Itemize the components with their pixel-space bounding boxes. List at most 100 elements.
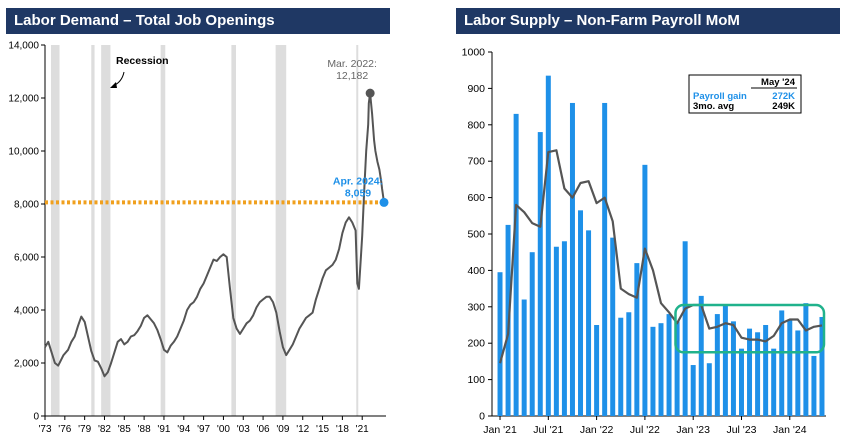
latest-value: 8,059 [345, 187, 371, 199]
x-tick-label: '82 [98, 424, 111, 435]
payroll-bar [755, 332, 761, 416]
payroll-bar [779, 310, 785, 416]
payroll-bar [594, 325, 600, 416]
recession-band [356, 45, 359, 416]
payroll-bar [819, 316, 825, 416]
payroll-bar [747, 328, 753, 416]
legend-row-label: 3mo. avg [693, 101, 734, 112]
recession-band [231, 45, 236, 416]
payroll-bar [513, 113, 519, 416]
y-tick-label: 0 [33, 412, 39, 423]
payroll-bar [795, 330, 801, 416]
payroll-bar [738, 348, 744, 416]
y-tick-label: 12,000 [8, 94, 39, 105]
x-tick-label: '12 [296, 424, 309, 435]
x-tick-label: '97 [197, 424, 210, 435]
x-tick-label: '03 [237, 424, 250, 435]
payroll-bar [553, 246, 559, 416]
payroll-bar [545, 75, 551, 416]
legend-row-value: 249K [772, 101, 795, 112]
y-tick-label: 400 [467, 265, 485, 277]
x-tick-label: Jul '23 [726, 424, 756, 436]
x-tick-label: '09 [276, 424, 289, 435]
recession-band [101, 45, 111, 416]
y-tick-label: 300 [467, 301, 485, 313]
x-tick-label: '88 [138, 424, 151, 435]
peak-value: 12,182 [336, 70, 368, 82]
payroll-bar [730, 321, 736, 416]
job-openings-panel: Labor Demand – Total Job Openings 0 2,000… [0, 0, 394, 442]
y-tick-label: 900 [467, 83, 485, 95]
y-tick-label: 10,000 [8, 147, 39, 158]
payroll-bar [650, 326, 656, 416]
payroll-bar [666, 314, 672, 416]
peak-marker [365, 88, 375, 98]
payroll-bar [586, 230, 592, 416]
payroll-bar [787, 319, 793, 416]
y-tick-label: 8,000 [14, 200, 39, 211]
payroll-bar [602, 102, 608, 417]
payroll-bar [537, 132, 543, 416]
payroll-bar [698, 295, 704, 416]
x-tick-label: Jul '22 [630, 424, 660, 436]
payroll-bar [674, 321, 680, 416]
peak-label: Mar. 2022: [327, 58, 377, 70]
x-tick-label: '18 [336, 424, 349, 435]
payroll-bar [714, 314, 720, 416]
job-openings-title: Labor Demand – Total Job Openings [6, 8, 390, 34]
y-tick-label: 500 [467, 229, 485, 241]
payroll-bar [626, 312, 632, 416]
y-tick-label: 0 [479, 411, 485, 423]
x-tick-label: '21 [356, 424, 369, 435]
y-tick-label: 14,000 [8, 41, 39, 52]
legend-header: May '24 [761, 77, 796, 88]
x-tick-label: '00 [217, 424, 230, 435]
legend-row-label: Payroll gain [693, 91, 747, 102]
payroll-panel: Labor Supply – Non-Farm Payroll MoM 0 100… [450, 0, 846, 442]
payroll-bar [521, 299, 527, 416]
recession-band [91, 45, 95, 416]
recession-label: Recession [116, 55, 169, 67]
payroll-bar [763, 325, 769, 416]
x-tick-label: '79 [78, 424, 91, 435]
payroll-bar [634, 263, 640, 416]
x-tick-label: '94 [177, 424, 190, 435]
payroll-bar [658, 323, 664, 416]
three-month-avg-line [498, 149, 823, 364]
latest-marker [379, 197, 389, 207]
legend-box [688, 74, 802, 114]
recession-band [275, 45, 287, 416]
payroll-bar [682, 241, 688, 416]
recession-band [50, 45, 60, 416]
recession-arrow-head [110, 82, 117, 88]
y-tick-label: 1000 [462, 47, 486, 59]
x-tick-label: Jan '24 [773, 424, 807, 436]
payroll-bar [529, 252, 535, 416]
latest-label: Apr. 2024: [333, 175, 383, 187]
x-tick-label: '91 [157, 424, 170, 435]
y-tick-label: 600 [467, 192, 485, 204]
payroll-bar [706, 363, 712, 416]
y-tick-label: 100 [467, 374, 485, 386]
job-openings-line [44, 92, 385, 378]
x-tick-label: '73 [38, 424, 51, 435]
recent-months-highlight [674, 303, 826, 354]
legend-row-value: 272K [772, 91, 795, 102]
payroll-bar [642, 164, 648, 416]
x-tick-label: Jan '22 [580, 424, 614, 436]
payroll-bar [561, 241, 567, 416]
payroll-bar [803, 303, 809, 416]
x-tick-label: '85 [118, 424, 131, 435]
recession-band [160, 45, 166, 416]
x-tick-label: '06 [257, 424, 270, 435]
payroll-bar [690, 365, 696, 416]
payroll-bar [497, 272, 503, 416]
x-tick-label: Jan '23 [676, 424, 710, 436]
y-tick-label: 2,000 [14, 359, 39, 370]
y-tick-label: 700 [467, 156, 485, 168]
payroll-bar [811, 355, 817, 416]
payroll-bar [569, 102, 575, 417]
payroll-chart: 0 100 200 300 400 500 600 700 800 900 1000 Jan '21 J… [462, 47, 826, 436]
y-tick-label: 4,000 [14, 306, 39, 317]
x-tick-label: '15 [316, 424, 329, 435]
